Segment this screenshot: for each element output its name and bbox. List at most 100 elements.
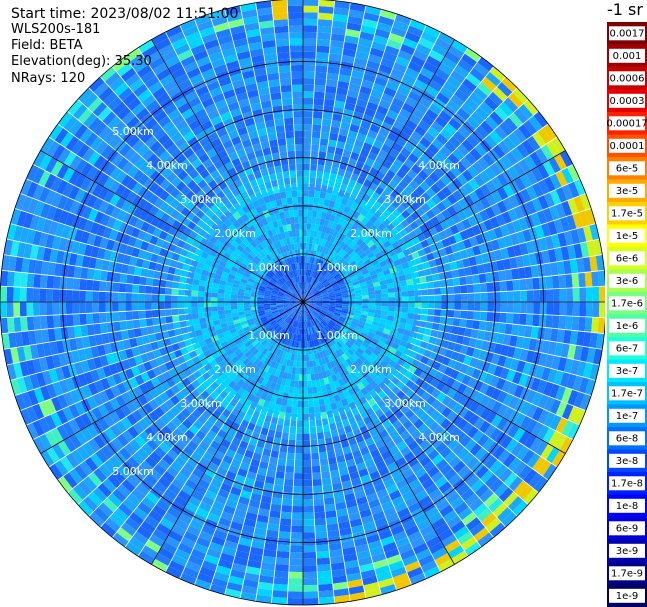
- beta-cell: [413, 283, 421, 291]
- beta-cell: [333, 313, 340, 319]
- beta-cell: [267, 366, 274, 375]
- beta-cell: [215, 252, 224, 261]
- beta-cell: [278, 270, 284, 277]
- beta-cell: [190, 451, 203, 463]
- beta-cell: [296, 302, 303, 304]
- beta-cell: [112, 240, 122, 253]
- beta-cell: [292, 333, 297, 341]
- beta-cell: [16, 210, 28, 227]
- beta-cell: [247, 334, 255, 341]
- beta-cell: [310, 250, 314, 257]
- beta-cell: [246, 422, 256, 432]
- beta-cell: [26, 273, 35, 288]
- beta-cell: [434, 223, 444, 234]
- beta-cell: [395, 536, 411, 548]
- beta-cell: [311, 319, 315, 327]
- beta-cell: [81, 205, 93, 220]
- beta-cell: [485, 193, 497, 207]
- beta-cell: [399, 147, 412, 159]
- beta-cell: [305, 328, 309, 335]
- beta-cell: [241, 230, 250, 239]
- beta-cell: [371, 259, 380, 267]
- beta-cell: [250, 492, 262, 502]
- beta-cell: [87, 97, 103, 113]
- beta-cell: [321, 477, 332, 486]
- beta-cell: [315, 316, 321, 323]
- beta-cell: [449, 369, 460, 380]
- beta-cell: [303, 190, 309, 197]
- beta-cell: [271, 443, 281, 452]
- beta-cell: [325, 212, 332, 221]
- beta-cell: [353, 313, 361, 318]
- beta-cell: [307, 314, 311, 321]
- beta-cell: [313, 289, 319, 295]
- beta-cell: [295, 341, 299, 348]
- beta-cell: [279, 277, 286, 284]
- beta-cell: [377, 352, 386, 361]
- beta-cell: [106, 375, 117, 388]
- beta-cell: [347, 311, 355, 316]
- beta-cell: [315, 544, 330, 552]
- beta-cell: [322, 262, 329, 269]
- beta-cell: [338, 128, 349, 137]
- beta-cell: [293, 340, 297, 348]
- beta-cell: [345, 458, 356, 468]
- beta-cell: [514, 412, 526, 428]
- beta-cell: [52, 207, 64, 223]
- beta-cell: [93, 434, 106, 450]
- beta-cell: [364, 322, 372, 328]
- beta-cell: [363, 12, 380, 22]
- beta-cell: [354, 340, 362, 348]
- beta-cell: [62, 421, 75, 437]
- beta-cell: [322, 327, 328, 334]
- beta-cell: [308, 269, 312, 277]
- beta-cell: [257, 273, 265, 279]
- beta-cell: [251, 311, 259, 316]
- beta-cell: [236, 351, 245, 360]
- beta-cell: [320, 471, 331, 479]
- beta-cell: [298, 374, 303, 381]
- beta-cell: [122, 212, 133, 225]
- beta-cell: [470, 111, 485, 125]
- beta-cell: [399, 43, 416, 56]
- beta-cell: [194, 329, 203, 337]
- beta-cell: [467, 293, 475, 302]
- beta-cell: [382, 355, 392, 364]
- beta-cell: [205, 281, 213, 288]
- beta-cell: [287, 446, 296, 454]
- beta-cell: [217, 444, 229, 455]
- beta-cell: [282, 284, 289, 290]
- beta-cell: [178, 450, 191, 462]
- beta-cell: [322, 304, 330, 307]
- beta-cell: [364, 588, 382, 599]
- beta-cell: [415, 263, 424, 272]
- beta-cell: [444, 51, 461, 65]
- beta-cell: [112, 532, 129, 548]
- beta-cell: [77, 480, 93, 496]
- beta-cell: [522, 337, 531, 350]
- beta-cell: [186, 525, 202, 537]
- beta-cell: [505, 151, 519, 166]
- beta-cell: [277, 292, 285, 296]
- beta-cell: [468, 337, 477, 348]
- beta-cell: [318, 445, 327, 453]
- beta-cell: [44, 430, 58, 447]
- beta-cell: [320, 260, 327, 268]
- beta-cell: [69, 200, 81, 215]
- beta-cell: [115, 394, 127, 408]
- beta-cell: [303, 196, 309, 204]
- beta-cell: [374, 155, 386, 166]
- beta-cell: [219, 222, 229, 232]
- beta-cell: [234, 338, 243, 346]
- beta-cell: [321, 293, 329, 297]
- beta-cell: [171, 295, 178, 302]
- beta-cell: [478, 243, 488, 255]
- beta-cell: [392, 435, 404, 446]
- beta-cell: [68, 403, 80, 419]
- beta-cell: [461, 78, 478, 93]
- beta-cell: [333, 334, 341, 342]
- beta-cell: [198, 530, 214, 542]
- beta-cell: [493, 463, 508, 479]
- beta-cell: [327, 179, 336, 188]
- beta-cell: [402, 519, 417, 531]
